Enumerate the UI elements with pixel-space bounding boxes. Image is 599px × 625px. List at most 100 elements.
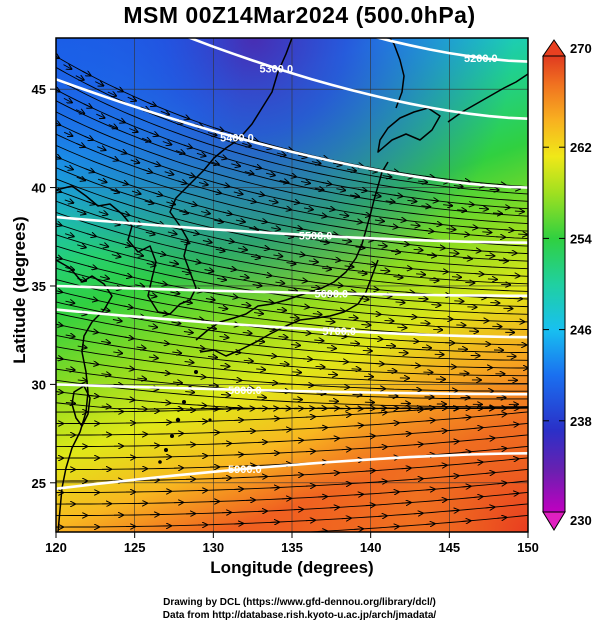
wind-arrow	[181, 271, 191, 273]
wind-arrow	[221, 395, 230, 396]
coastline-hokkaido	[377, 107, 441, 153]
wind-arrow	[518, 234, 527, 235]
wind-arrow	[413, 513, 423, 514]
wind-arrow	[460, 234, 469, 235]
y-tick-label: 30	[32, 377, 46, 392]
wind-arrow	[399, 244, 409, 245]
wind-arrow	[56, 391, 63, 392]
wind-arrow	[149, 133, 158, 136]
wind-arrow	[368, 170, 377, 172]
wind-arrow	[514, 211, 524, 212]
x-tick-label: 125	[124, 540, 146, 555]
wind-arrow	[509, 459, 518, 460]
wind-arrow	[172, 382, 182, 383]
wind-arrow	[315, 366, 325, 367]
wind-arrow	[462, 258, 472, 259]
wind-arrow	[460, 181, 470, 182]
contour-label: 5500.0	[299, 231, 333, 243]
wind-arrow	[497, 517, 506, 518]
wind-arrow	[175, 151, 185, 154]
wind-arrow	[464, 204, 474, 205]
wind-arrow	[329, 438, 339, 439]
wind-arrow	[162, 142, 172, 145]
wind-arrow	[353, 529, 363, 530]
wind-arrow	[191, 261, 201, 263]
wind-arrow	[438, 271, 448, 272]
streamline	[56, 335, 528, 377]
height-contours: 5200.0 5300.0 5400.0 5500.0 5600.0 5700.0 5800…	[56, 38, 528, 490]
coastline-taiwan	[71, 385, 91, 427]
wind-arrow	[418, 181, 427, 182]
height-contour	[56, 78, 528, 189]
wind-arrow	[507, 253, 517, 254]
wind-arrow	[82, 71, 91, 75]
wind-arrow	[353, 494, 363, 495]
wind-arrow	[397, 327, 406, 328]
x-tick-label: 135	[281, 540, 303, 555]
wind-arrow	[389, 526, 399, 527]
wind-arrow	[295, 254, 305, 256]
wind-arrow	[76, 177, 85, 180]
plot-area: 5200.0 5300.0 5400.0 5500.0 5600.0 5700.0 5800…	[56, 38, 528, 532]
wind-arrow	[129, 129, 137, 132]
wind-arrow	[451, 277, 461, 278]
wind-arrow	[365, 505, 375, 506]
wind-arrow	[366, 264, 376, 265]
wind-arrow	[180, 116, 189, 119]
wind-arrow	[497, 414, 506, 415]
wind-arrow	[185, 392, 194, 393]
wind-arrow	[238, 248, 247, 250]
wind-arrow	[407, 317, 416, 318]
wind-arrow	[346, 292, 356, 293]
wind-arrow	[443, 205, 452, 206]
wind-arrow	[144, 201, 154, 204]
wind-arrow	[197, 405, 206, 406]
wind-arrow	[235, 220, 245, 222]
wind-arrow	[131, 191, 141, 194]
wind-arrow	[286, 263, 296, 264]
wind-arrow	[461, 486, 471, 487]
streamline	[56, 111, 528, 225]
wind-arrow	[314, 340, 323, 341]
wind-arrow	[374, 364, 384, 365]
wind-arrow	[317, 428, 327, 429]
wind-arrow	[195, 348, 205, 349]
streamline	[56, 411, 528, 436]
wind-arrow	[265, 328, 275, 329]
wind-arrow	[226, 268, 236, 270]
wind-arrow	[418, 298, 427, 299]
wind-arrow	[478, 208, 488, 209]
wind-arrow	[325, 208, 335, 210]
credit-drawing: Drawing by DCL (https://www.gfd-dennou.o…	[163, 597, 436, 608]
wind-arrow	[76, 143, 84, 147]
y-axis-label: Latitude (degrees)	[10, 216, 29, 364]
wind-arrow	[215, 249, 225, 251]
wind-arrow	[77, 380, 87, 381]
wind-arrow	[265, 173, 275, 175]
wind-arrow	[101, 374, 110, 375]
wind-arrow	[85, 169, 94, 172]
height-contour	[56, 308, 528, 339]
x-axis-label: Longitude (degrees)	[210, 558, 374, 577]
wind-arrow	[342, 240, 351, 241]
contour-label: 5800.0	[228, 385, 262, 397]
wind-arrow	[308, 261, 318, 262]
wind-arrow	[374, 220, 384, 221]
wind-arrow	[292, 372, 301, 373]
wind-arrow	[322, 268, 331, 269]
wind-arrow	[200, 212, 210, 214]
wind-arrow	[426, 255, 436, 256]
wind-arrow	[151, 163, 161, 166]
wind-arrow	[293, 227, 302, 229]
wind-arrow	[217, 278, 226, 280]
wind-arrow	[147, 102, 156, 105]
wind-arrow	[283, 148, 293, 150]
wind-arrow	[137, 378, 146, 379]
wind-arrow	[420, 323, 429, 324]
wind-arrow	[365, 436, 375, 437]
wind-arrow	[196, 376, 206, 377]
wind-arrow	[363, 376, 373, 377]
wind-arrow	[425, 524, 435, 525]
wind-arrow	[337, 336, 346, 337]
coastline-japan-south	[199, 259, 379, 357]
